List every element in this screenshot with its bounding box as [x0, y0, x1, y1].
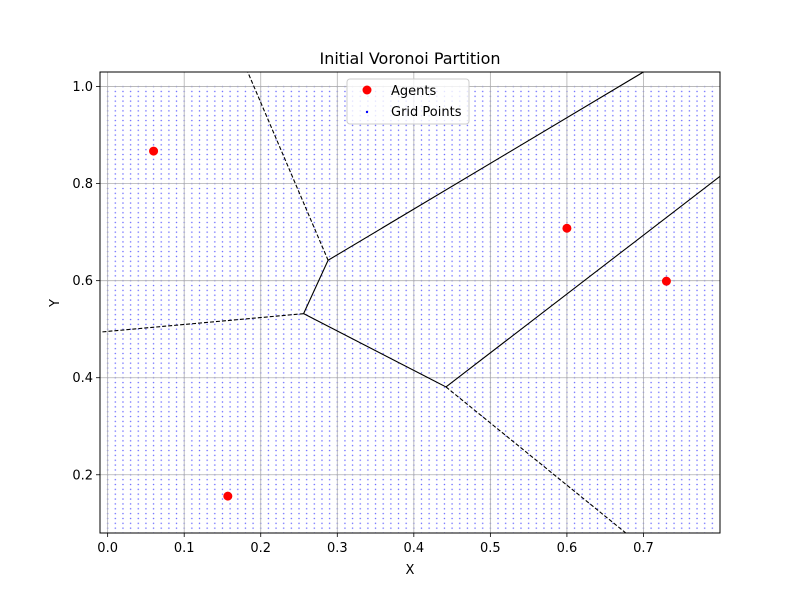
voronoi-edges	[99, 71, 721, 534]
x-axis-label: X	[406, 563, 415, 578]
x-tick-label: 0.0	[97, 541, 118, 556]
legend-agents-label: Agents	[391, 84, 436, 99]
y-tick-label: 0.6	[72, 274, 93, 289]
y-axis-ticks: 0.2 0.4 0.6 0.8 1.0	[72, 80, 100, 483]
agent-point	[562, 223, 572, 233]
agent-point	[223, 491, 233, 501]
y-tick-label: 1.0	[72, 80, 93, 95]
legend: Agents Grid Points	[346, 78, 470, 125]
voronoi-edge	[303, 313, 447, 388]
agents-layer	[149, 146, 671, 501]
x-axis-ticks: 0.0 0.1 0.2 0.3 0.4 0.5 0.6 0.7	[97, 533, 654, 556]
x-tick-label: 0.5	[480, 541, 501, 556]
voronoi-edge-dashed	[247, 71, 329, 261]
x-tick-label: 0.6	[557, 541, 578, 556]
voronoi-edge	[303, 260, 329, 314]
x-tick-label: 0.4	[403, 541, 424, 556]
plot-area	[99, 71, 721, 534]
x-tick-label: 0.2	[250, 541, 271, 556]
y-tick-label: 0.4	[72, 371, 93, 386]
y-tick-label: 0.2	[72, 468, 93, 483]
legend-box	[346, 78, 470, 125]
agent-point	[661, 276, 671, 286]
agent-point	[149, 146, 159, 156]
voronoi-edge	[445, 175, 721, 388]
gridlines	[100, 72, 720, 533]
y-axis-label: Y	[48, 299, 63, 308]
x-tick-label: 0.1	[174, 541, 195, 556]
voronoi-edge	[327, 71, 644, 261]
legend-grid-points-label: Grid Points	[391, 105, 462, 120]
voronoi-edge-dashed	[445, 386, 627, 534]
x-tick-label: 0.3	[327, 541, 348, 556]
plot-frame	[99, 71, 721, 534]
legend-grid-points-marker	[365, 110, 369, 114]
chart-title: Initial Voronoi Partition	[319, 49, 500, 68]
grid-points-layer	[103, 84, 717, 533]
legend-agents-marker	[362, 85, 372, 95]
y-tick-label: 0.8	[72, 177, 93, 192]
grid-points-series	[103, 84, 717, 533]
x-tick-label: 0.7	[633, 541, 654, 556]
voronoi-edge-dashed	[99, 313, 304, 333]
